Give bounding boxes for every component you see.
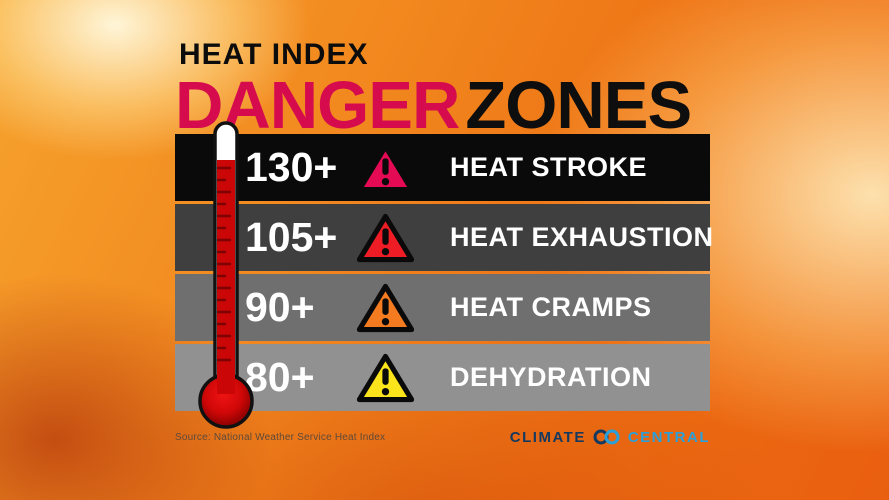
thermometer-icon: [198, 121, 254, 429]
zone-row-heat-cramps: 90+ HEAT CRAMPS: [175, 274, 710, 341]
zone-label: HEAT CRAMPS: [450, 292, 652, 322]
zone-row-heat-stroke: 130+ HEAT STROKE: [175, 134, 710, 201]
logo-word-central: CENTRAL: [627, 428, 710, 446]
threshold-value: 130+: [245, 144, 338, 190]
climate-central-logo: CLIMATE CENTRAL: [510, 428, 710, 446]
title-zones-word: ZONES: [465, 68, 692, 143]
zone-label: DEHYDRATION: [450, 362, 652, 392]
source-attribution: Source: National Weather Service Heat In…: [175, 431, 386, 443]
threshold-value: 80+: [245, 354, 315, 400]
warning-triangle-icon: [357, 283, 414, 332]
threshold-value: 105+: [245, 214, 338, 260]
title-kicker: HEAT INDEX: [179, 38, 369, 71]
title-block: HEAT INDEX DANGERZONES: [175, 38, 710, 140]
page-title: DANGERZONES: [175, 71, 710, 140]
zone-label: HEAT EXHAUSTION: [450, 222, 714, 252]
zone-label: HEAT STROKE: [450, 152, 648, 182]
interlocking-circles-icon: [593, 429, 620, 445]
warning-triangle-icon: [357, 353, 414, 402]
zone-row-dehydration: 80+ DEHYDRATION: [175, 344, 710, 411]
threshold-value: 90+: [245, 284, 315, 330]
logo-word-climate: CLIMATE: [509, 428, 586, 446]
zone-row-heat-exhaustion: 105+ HEAT EXHAUSTION: [175, 204, 713, 271]
warning-triangle-icon: [357, 143, 414, 192]
danger-zones-table: 130+ HEAT STROKE 105+ HEAT EXHAUSTION 90…: [175, 134, 713, 411]
warning-triangle-icon: [357, 213, 414, 262]
footer: Source: National Weather Service Heat In…: [175, 428, 710, 446]
